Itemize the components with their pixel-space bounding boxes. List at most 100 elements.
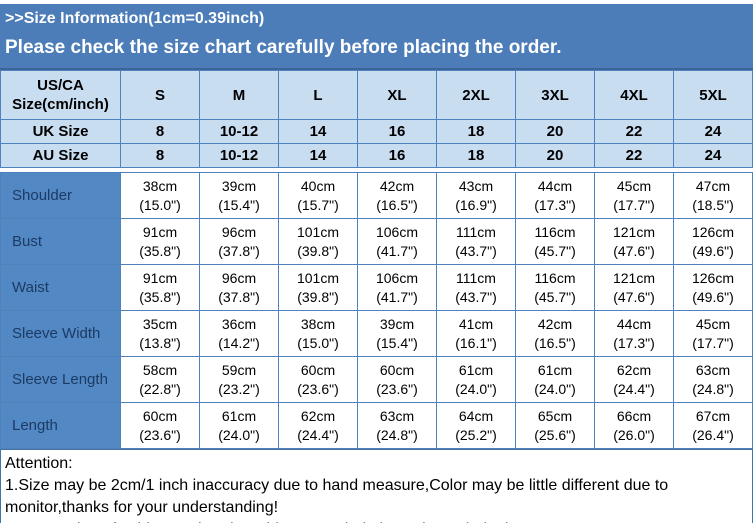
measurement-value-cell: 42cm (16.5")	[357, 172, 437, 219]
measurement-cm: 44cm	[616, 315, 652, 332]
size-value-cell: 22	[594, 119, 674, 144]
measurement-inch: (16.5")	[376, 196, 418, 213]
measurement-inch: (37.8")	[218, 242, 260, 259]
measurement-value-cell: 66cm (26.0")	[594, 402, 674, 449]
measurement-value-cell: 61cm (24.0")	[515, 356, 595, 403]
measurement-row: Sleeve Width 35cm (13.8") 36cm (14.2") 38cm (1…	[0, 310, 753, 357]
measurement-cm: 67cm	[695, 407, 731, 424]
size-value-cell: 16	[357, 119, 437, 144]
separator-row	[0, 167, 753, 173]
measurement-cm: 60cm	[142, 407, 178, 424]
measurement-value-cell: 43cm (16.9")	[436, 172, 516, 219]
size-value-cell: 14	[278, 143, 358, 168]
measurement-cm: 121cm	[612, 223, 656, 240]
measurement-cm: 91cm	[142, 223, 178, 240]
measurement-value-cell: 106cm (41.7")	[357, 218, 437, 265]
measurement-cm: 42cm	[379, 177, 415, 194]
measurement-value-cell: 62cm (24.4")	[278, 402, 358, 449]
size-header-cell: L	[278, 70, 358, 120]
measurement-cm: 38cm	[142, 177, 178, 194]
size-value-cell: 8	[120, 119, 200, 144]
measurement-cm: 63cm	[695, 361, 731, 378]
measurement-inch: (23.6")	[376, 380, 418, 397]
measurement-cm: 111cm	[456, 269, 496, 286]
size-header-cell: 2XL	[436, 70, 516, 120]
measurement-value-cell: 126cm (49.6")	[673, 264, 753, 311]
measurement-row: Sleeve Length 58cm (22.8") 59cm (23.2") 60cm (…	[0, 356, 753, 403]
measurement-cm: 35cm	[142, 315, 178, 332]
measurement-inch: (37.8")	[218, 288, 260, 305]
measurement-value-cell: 64cm (25.2")	[436, 402, 516, 449]
measurement-cm: 62cm	[300, 407, 336, 424]
measurement-value-cell: 91cm (35.8")	[120, 264, 200, 311]
size-information-title: >>Size Information(1cm=0.39inch)	[5, 10, 265, 27]
measurement-value-cell: 63cm (24.8")	[673, 356, 753, 403]
size-header-cell: 4XL	[594, 70, 674, 120]
measurement-cm: 60cm	[300, 361, 336, 378]
measurement-cm: 126cm	[691, 269, 735, 286]
measurement-inch: (39.8")	[297, 242, 339, 259]
measurement-inch: (41.7")	[376, 288, 418, 305]
table-header-row: US/CA Size(cm/inch) S M L XL 2XL 3XL 4XL 5XL	[0, 70, 753, 120]
measurement-cm: 42cm	[537, 315, 573, 332]
measurement-value-cell: 45cm (17.7")	[673, 310, 753, 357]
measurement-value-cell: 47cm (18.5")	[673, 172, 753, 219]
measurement-cm: 45cm	[695, 315, 731, 332]
measurement-cm: 66cm	[616, 407, 652, 424]
measurement-inch: (35.8")	[139, 242, 181, 259]
measurement-inch: (43.7")	[455, 242, 497, 259]
measurement-inch: (17.7")	[692, 334, 734, 351]
measurement-cm: 61cm	[221, 407, 257, 424]
size-table-body: US/CA Size(cm/inch) S M L XL 2XL 3XL 4XL 5XL UK S…	[0, 70, 753, 449]
measurement-cm: 59cm	[221, 361, 257, 378]
measurement-inch: (16.1")	[455, 334, 497, 351]
measurement-value-cell: 60cm (23.6")	[120, 402, 200, 449]
measurement-cm: 65cm	[537, 407, 573, 424]
attention-section: Attention: 1.Size may be 2cm/1 inch inac…	[0, 449, 753, 523]
measurement-value-cell: 116cm (45.7")	[515, 218, 595, 265]
measurement-label: Sleeve Length	[0, 356, 121, 403]
measurement-cm: 63cm	[379, 407, 415, 424]
measurement-cm: 41cm	[458, 315, 494, 332]
measurement-cm: 106cm	[375, 223, 419, 240]
measurement-inch: (24.0")	[218, 426, 260, 443]
size-value-cell: 18	[436, 143, 516, 168]
size-value-cell: 20	[515, 119, 595, 144]
measurement-inch: (17.3")	[613, 334, 655, 351]
measurement-label: Length	[0, 402, 121, 449]
size-value-cell: 8	[120, 143, 200, 168]
measurement-cm: 45cm	[616, 177, 652, 194]
measurement-cm: 61cm	[458, 361, 494, 378]
measurement-cm: 111cm	[456, 223, 496, 240]
measurement-value-cell: 61cm (24.0")	[436, 356, 516, 403]
size-header-cell: 5XL	[673, 70, 753, 120]
measurement-value-cell: 60cm (23.6")	[357, 356, 437, 403]
measurement-value-cell: 101cm (39.8")	[278, 218, 358, 265]
measurement-inch: (26.0")	[613, 426, 655, 443]
measurement-cm: 91cm	[142, 269, 178, 286]
measurement-value-cell: 96cm (37.8")	[199, 218, 279, 265]
measurement-inch: (14.2")	[218, 334, 260, 351]
size-value-cell: 14	[278, 119, 358, 144]
measurement-cm: 126cm	[691, 223, 735, 240]
measurement-cm: 58cm	[142, 361, 178, 378]
measurement-inch: (35.8")	[139, 288, 181, 305]
measurement-value-cell: 101cm (39.8")	[278, 264, 358, 311]
measurement-cm: 101cm	[296, 223, 340, 240]
measurement-cm: 96cm	[221, 269, 257, 286]
size-row-label: AU Size	[0, 143, 121, 168]
measurement-inch: (24.4")	[297, 426, 339, 443]
measurement-cm: 64cm	[458, 407, 494, 424]
measurement-cm: 47cm	[695, 177, 731, 194]
measurement-value-cell: 62cm (24.4")	[594, 356, 674, 403]
measurement-label: Sleeve Width	[0, 310, 121, 357]
measurement-value-cell: 39cm (15.4")	[357, 310, 437, 357]
measurement-cm: 62cm	[616, 361, 652, 378]
measurement-cm: 116cm	[534, 269, 576, 286]
measurement-inch: (25.2")	[455, 426, 497, 443]
measurement-inch: (22.8")	[139, 380, 181, 397]
measurement-inch: (16.9")	[455, 196, 497, 213]
header-banner: >>Size Information(1cm=0.39inch) Please …	[0, 4, 753, 70]
measurement-inch: (24.4")	[613, 380, 655, 397]
measurement-inch: (24.0")	[455, 380, 497, 397]
